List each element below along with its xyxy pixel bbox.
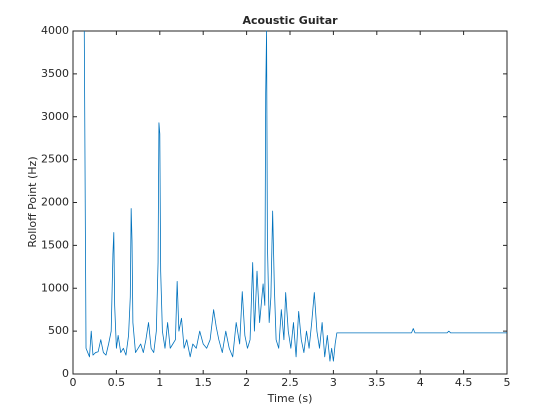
x-tick-label: 2	[243, 376, 250, 389]
data-line	[83, 30, 507, 362]
x-tick-label: 0.5	[108, 376, 126, 389]
y-tick-label: 500	[48, 324, 69, 337]
y-tick-label: 4000	[41, 24, 69, 37]
x-tick-label: 5	[504, 376, 511, 389]
x-tick-label: 4.5	[455, 376, 473, 389]
x-tick-label: 3	[330, 376, 337, 389]
x-axis-label: Time (s)	[267, 392, 313, 405]
y-tick-label: 2000	[41, 196, 69, 209]
y-tick-label: 3500	[41, 67, 69, 80]
chart-title: Acoustic Guitar	[242, 14, 338, 27]
x-tick-label: 3.5	[368, 376, 386, 389]
y-tick-label: 2500	[41, 153, 69, 166]
x-tick-label: 0	[70, 376, 77, 389]
x-tick-label: 2.5	[281, 376, 299, 389]
y-tick-label: 3000	[41, 110, 69, 123]
x-tick-label: 1	[156, 376, 163, 389]
y-tick-label: 1000	[41, 281, 69, 294]
x-tick-label: 1.5	[194, 376, 212, 389]
x-tick-label: 4	[417, 376, 424, 389]
y-tick-label: 0	[62, 367, 69, 380]
y-axis-label: Rolloff Point (Hz)	[26, 156, 39, 247]
y-tick-label: 1500	[41, 238, 69, 251]
